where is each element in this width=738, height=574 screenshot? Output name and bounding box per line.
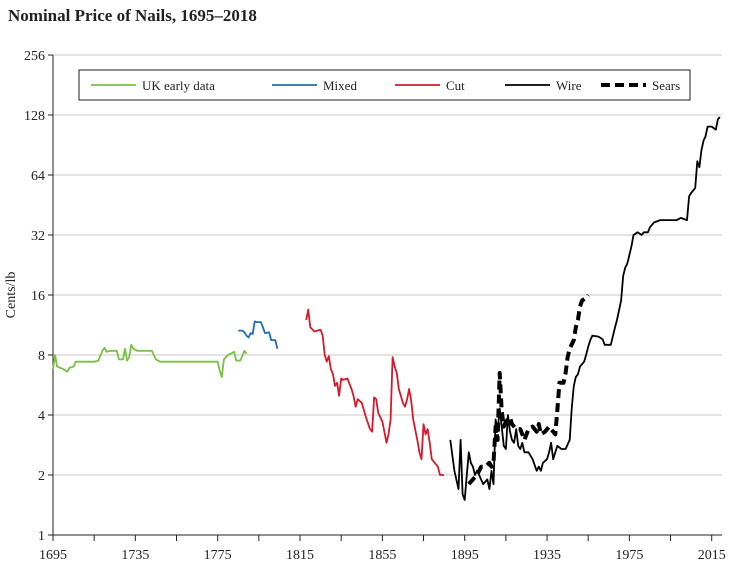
y-tick-label: 2 [38,469,45,484]
y-axis-ticks: 1 2 4 8 16 32 64 128 256 [24,49,53,544]
x-tick-label: 1695 [39,548,67,563]
legend-box [78,69,691,101]
x-tick-label: 1975 [615,548,643,563]
legend-label: Mixed [323,78,357,93]
y-tick-label: 16 [31,289,45,304]
y-tick-label: 4 [38,409,45,424]
y-axis-label: Cents/lb [4,272,19,319]
y-tick-label: 64 [31,169,45,184]
y-tick-label: 8 [38,349,45,364]
series-line-mixed [238,320,279,349]
x-tick-label: 1815 [286,548,314,563]
x-tick-label: 1735 [121,548,149,563]
legend-label: Wire [556,78,582,93]
x-tick-label: 1935 [533,548,561,563]
gridlines [53,54,722,476]
series-line-cut [305,308,445,476]
legend: UK early data Mixed Cut Wire Sears [78,69,691,101]
legend-label: Cut [446,78,465,93]
legend-label: Sears [652,78,680,93]
series-line-wire [449,116,721,501]
y-tick-label: 128 [24,109,45,124]
series-line-uk-early-data [52,343,248,378]
x-tick-label: 1895 [451,548,479,563]
x-tick-label: 2015 [698,548,726,563]
y-tick-label: 256 [24,49,45,64]
y-tick-label: 32 [31,229,45,244]
x-axis-ticks: 1695 1735 1775 1815 1855 1895 1935 1975 2015 [39,535,726,563]
series-line-sears [467,293,590,486]
y-tick-label: 1 [38,529,45,544]
x-tick-label: 1775 [204,548,232,563]
x-tick-label: 1855 [368,548,396,563]
legend-label: UK early data [142,78,215,93]
chart-title: Nominal Price of Nails, 1695–2018 [8,6,257,25]
series-lines [52,116,721,501]
